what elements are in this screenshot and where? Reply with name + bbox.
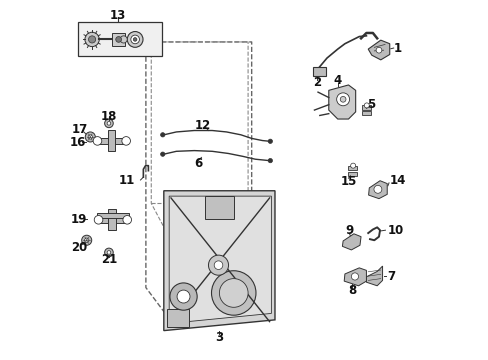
Circle shape: [88, 36, 96, 43]
Circle shape: [104, 119, 113, 128]
Bar: [107, 130, 115, 151]
Circle shape: [84, 238, 89, 242]
Circle shape: [116, 37, 121, 42]
Text: 4: 4: [333, 74, 341, 87]
Circle shape: [160, 133, 164, 137]
Circle shape: [219, 279, 247, 307]
Text: 8: 8: [347, 284, 355, 297]
Circle shape: [131, 35, 139, 44]
Circle shape: [351, 273, 358, 280]
Bar: [312, 67, 325, 76]
Circle shape: [340, 96, 346, 102]
Polygon shape: [342, 234, 360, 250]
Text: 2: 2: [312, 76, 320, 89]
Bar: [96, 138, 128, 144]
Bar: [362, 105, 370, 110]
Bar: [362, 111, 370, 116]
Circle shape: [122, 136, 130, 145]
Circle shape: [81, 235, 92, 245]
Circle shape: [85, 32, 99, 46]
Text: 12: 12: [194, 119, 210, 132]
Circle shape: [373, 185, 381, 193]
Circle shape: [211, 271, 255, 315]
Text: 19: 19: [70, 213, 87, 226]
Text: 14: 14: [388, 174, 405, 187]
Circle shape: [104, 248, 113, 257]
Polygon shape: [344, 268, 366, 286]
Bar: [348, 166, 357, 170]
Circle shape: [214, 261, 223, 270]
Circle shape: [169, 283, 197, 310]
Text: 21: 21: [101, 253, 117, 266]
Circle shape: [267, 158, 272, 163]
Circle shape: [94, 216, 102, 224]
Bar: [108, 209, 116, 230]
Circle shape: [107, 122, 110, 125]
Circle shape: [85, 132, 95, 142]
Bar: [204, 196, 233, 220]
Text: 1: 1: [393, 41, 401, 54]
Circle shape: [88, 135, 92, 139]
Polygon shape: [366, 266, 382, 286]
Circle shape: [208, 255, 228, 275]
Text: 17: 17: [72, 123, 88, 136]
Text: 11: 11: [119, 174, 135, 186]
Circle shape: [177, 290, 190, 303]
Circle shape: [122, 216, 131, 224]
Circle shape: [364, 103, 368, 108]
Text: 10: 10: [386, 224, 403, 237]
Circle shape: [267, 139, 272, 143]
Circle shape: [160, 152, 164, 156]
Text: 16: 16: [69, 136, 86, 149]
Polygon shape: [367, 40, 389, 60]
Text: 3: 3: [215, 330, 223, 343]
Circle shape: [350, 163, 355, 168]
Polygon shape: [368, 181, 386, 199]
Polygon shape: [169, 196, 271, 323]
Bar: [348, 172, 357, 176]
Text: 13: 13: [110, 9, 126, 22]
Circle shape: [133, 38, 137, 41]
Text: 20: 20: [71, 240, 87, 253]
Bar: [167, 309, 188, 327]
Circle shape: [93, 136, 102, 145]
Bar: [97, 217, 129, 223]
Text: 5: 5: [366, 98, 374, 111]
Polygon shape: [163, 191, 274, 330]
Text: 9: 9: [345, 224, 353, 237]
Text: 18: 18: [101, 110, 117, 123]
Polygon shape: [328, 85, 355, 119]
Bar: [97, 213, 129, 218]
Bar: [112, 33, 125, 46]
Text: 6: 6: [193, 157, 202, 170]
Text: 15: 15: [340, 175, 356, 188]
Bar: [78, 22, 162, 56]
Circle shape: [107, 251, 110, 254]
Circle shape: [375, 47, 381, 53]
Text: 7: 7: [386, 270, 394, 283]
Circle shape: [120, 36, 127, 43]
Circle shape: [127, 32, 142, 47]
Circle shape: [336, 93, 349, 106]
